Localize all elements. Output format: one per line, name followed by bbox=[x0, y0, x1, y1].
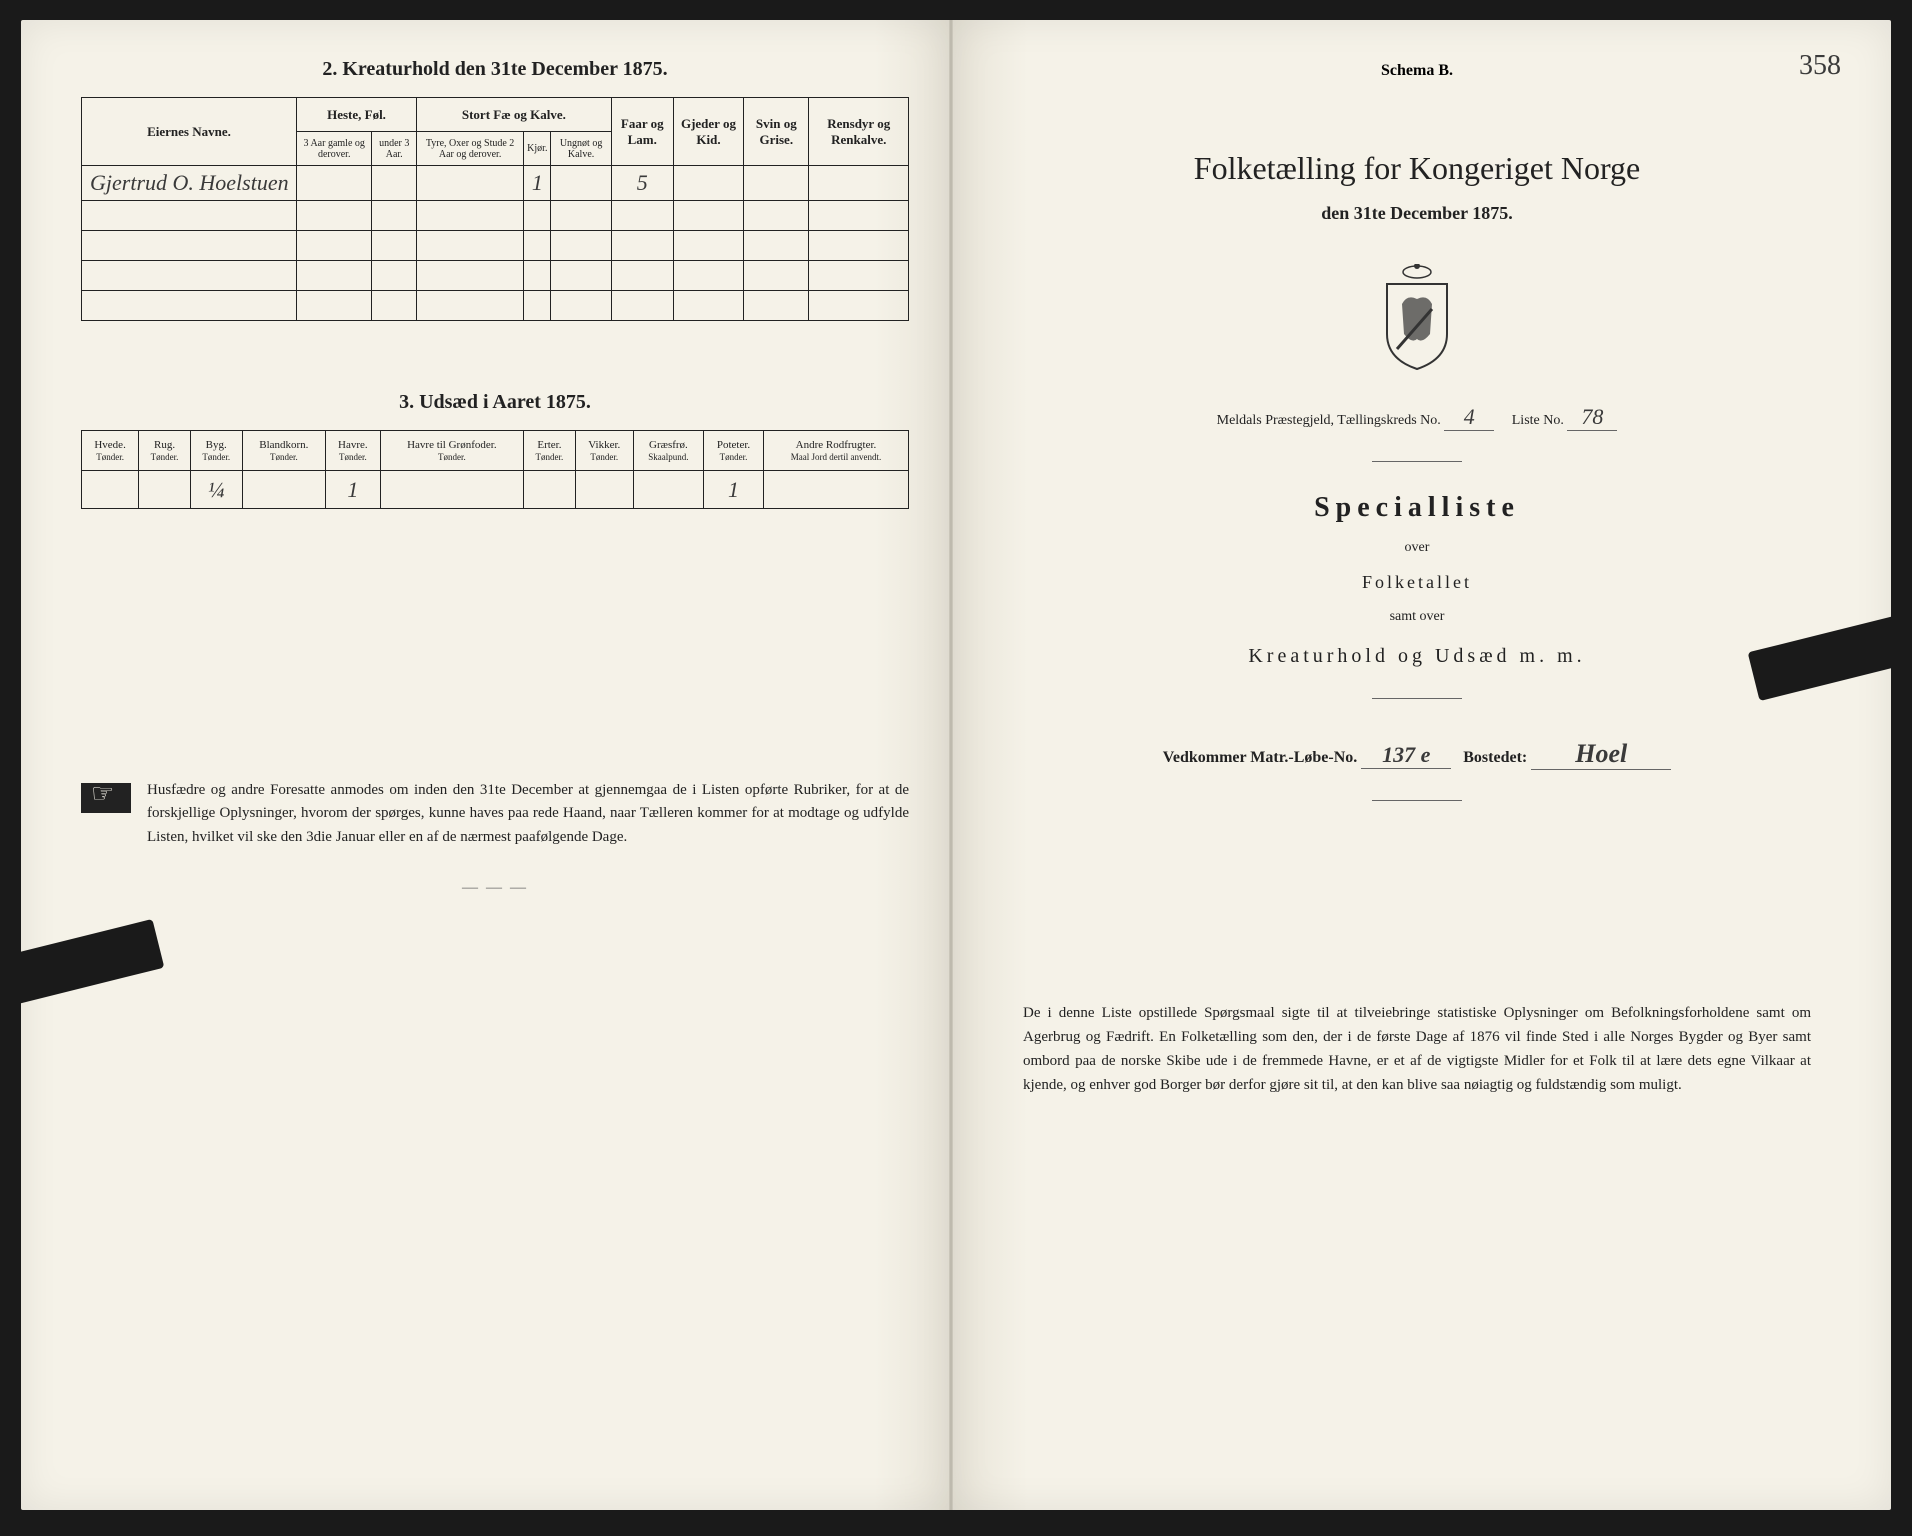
pointing-hand-icon bbox=[81, 783, 131, 813]
matr-label: Vedkommer Matr.-Løbe-No. bbox=[1163, 749, 1358, 766]
col-gjeder: Gjeder og Kid. bbox=[673, 98, 743, 166]
parish-line: Meldals Præstegjeld, Tællingskreds No. 4… bbox=[1003, 404, 1831, 431]
cell-kjor: 1 bbox=[524, 166, 551, 201]
grp-heste: Heste, Føl. bbox=[297, 98, 417, 132]
kreatur-line: Kreaturhold og Udsæd m. m. bbox=[1003, 645, 1831, 668]
section2-title: 2. Kreaturhold den 31te December 1875. bbox=[81, 58, 909, 81]
samt-over-label: samt over bbox=[1003, 609, 1831, 625]
cell-byg: ¼ bbox=[190, 471, 242, 509]
cell-havre: 1 bbox=[326, 471, 380, 509]
sub-heste2: under 3 Aar. bbox=[372, 132, 417, 166]
grp-stort: Stort Fæ og Kalve. bbox=[417, 98, 612, 132]
liste-label: Liste No. bbox=[1512, 413, 1564, 428]
book-spread: 2. Kreaturhold den 31te December 1875. E… bbox=[21, 20, 1891, 1510]
sub-heste1: 3 Aar gamle og derover. bbox=[297, 132, 372, 166]
owner-name: Gjertrud O. Hoelstuen bbox=[82, 166, 297, 201]
liste-no: 78 bbox=[1567, 404, 1617, 431]
table-row: ¼ 1 1 bbox=[82, 471, 909, 509]
cell-poteter: 1 bbox=[704, 471, 764, 509]
col-poteter: Poteter.Tønder. bbox=[704, 431, 764, 471]
col-erter: Erter.Tønder. bbox=[524, 431, 576, 471]
col-faar: Faar og Lam. bbox=[611, 98, 673, 166]
col-hvede: Hvede.Tønder. bbox=[82, 431, 139, 471]
page-number: 358 bbox=[1799, 50, 1841, 82]
right-page: 358 Schema B. Folketælling for Kongerige… bbox=[953, 20, 1891, 1510]
livestock-table: Eiernes Navne. Heste, Føl. Stort Fæ og K… bbox=[81, 97, 909, 321]
bostedet: Hoel bbox=[1531, 739, 1671, 770]
section3-title: 3. Udsæd i Aaret 1875. bbox=[81, 391, 909, 414]
schema-label: Schema B. bbox=[1003, 62, 1831, 80]
col-havre-gron: Havre til Grønfoder.Tønder. bbox=[380, 431, 524, 471]
folketallet-label: Folketallet bbox=[1003, 572, 1831, 593]
note-text: Husfædre og andre Foresatte anmodes om i… bbox=[147, 779, 909, 849]
col-rug: Rug.Tønder. bbox=[139, 431, 191, 471]
sub-stort3: Ungnøt og Kalve. bbox=[551, 132, 611, 166]
col-graesfro: Græsfrø.Skaalpund. bbox=[633, 431, 703, 471]
divider bbox=[1372, 461, 1462, 462]
col-svin: Svin og Grise. bbox=[744, 98, 809, 166]
census-date: den 31te December 1875. bbox=[1003, 203, 1831, 224]
col-owner: Eiernes Navne. bbox=[82, 98, 297, 166]
kreds-no: 4 bbox=[1444, 404, 1494, 431]
table-row bbox=[82, 201, 909, 231]
binder-clip-icon bbox=[0, 919, 164, 1011]
over-label: over bbox=[1003, 540, 1831, 556]
body-paragraph: De i denne Liste opstillede Spørgsmaal s… bbox=[1003, 1001, 1831, 1097]
sub-stort1: Tyre, Oxer og Stude 2 Aar og derover. bbox=[417, 132, 524, 166]
col-ren: Rensdyr og Renkalve. bbox=[809, 98, 909, 166]
table-row bbox=[82, 261, 909, 291]
census-title: Folketælling for Kongeriget Norge bbox=[1003, 150, 1831, 187]
col-byg: Byg.Tønder. bbox=[190, 431, 242, 471]
sub-stort2: Kjør. bbox=[524, 132, 551, 166]
footer-note: Husfædre og andre Foresatte anmodes om i… bbox=[81, 779, 909, 849]
left-page: 2. Kreaturhold den 31te December 1875. E… bbox=[21, 20, 949, 1510]
specialliste-title: Specialliste bbox=[1003, 492, 1831, 524]
col-blandkorn: Blandkorn.Tønder. bbox=[242, 431, 326, 471]
parish-prefix: Meldals Præstegjeld, Tællingskreds No. bbox=[1217, 413, 1441, 428]
cell-faar: 5 bbox=[611, 166, 673, 201]
dash-divider: — — — bbox=[81, 879, 909, 897]
table-row bbox=[82, 231, 909, 261]
divider bbox=[1372, 698, 1462, 699]
seed-table: Hvede.Tønder. Rug.Tønder. Byg.Tønder. Bl… bbox=[81, 430, 909, 509]
matr-no: 137 e bbox=[1361, 742, 1451, 769]
table-row bbox=[82, 291, 909, 321]
col-andre: Andre Rodfrugter.Maal Jord dertil anvend… bbox=[763, 431, 908, 471]
divider bbox=[1372, 800, 1462, 801]
coat-of-arms-icon bbox=[1372, 264, 1462, 374]
matr-line: Vedkommer Matr.-Løbe-No. 137 e Bostedet:… bbox=[1003, 739, 1831, 770]
bostedet-label: Bostedet: bbox=[1463, 749, 1527, 766]
col-vikker: Vikker.Tønder. bbox=[575, 431, 633, 471]
col-havre: Havre.Tønder. bbox=[326, 431, 380, 471]
table-row: Gjertrud O. Hoelstuen 1 5 bbox=[82, 166, 909, 201]
